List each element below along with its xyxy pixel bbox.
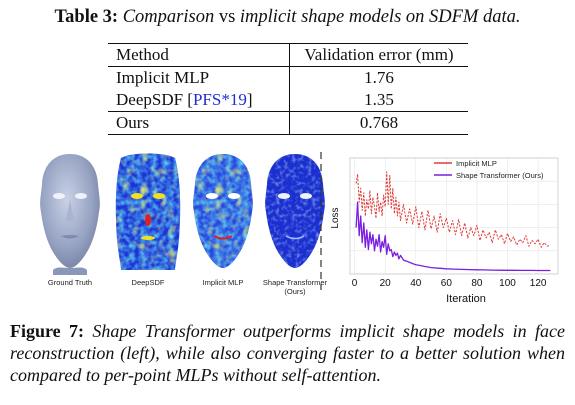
- y-axis-label: Loss: [330, 207, 341, 228]
- face-label-shape-transformer-line1: Shape Transformer: [262, 278, 328, 287]
- table-title-before: Comparison: [122, 7, 215, 27]
- table-header-row: Method Validation error (mm): [108, 43, 468, 67]
- error-cell: 0.768: [359, 113, 399, 132]
- method-cell: Implicit MLP: [108, 66, 290, 89]
- ground-truth-render: [40, 154, 100, 275]
- error-cell: 1.76: [364, 68, 394, 87]
- figure-caption: Figure 7: Shape Transformer outperforms …: [10, 320, 565, 386]
- figure-caption-text: Shape Transformer outperforms implicit s…: [10, 321, 566, 385]
- face-label-implicit-mlp: Implicit MLP: [202, 278, 244, 287]
- figure-label: Figure 7:: [10, 321, 85, 341]
- citation-link[interactable]: PFS*19: [192, 90, 247, 109]
- implicit-mlp-error-map: [193, 154, 253, 268]
- x-tick-label: 20: [380, 278, 392, 289]
- chart-ticks: 0 20 40 60 80 100 120: [352, 278, 547, 289]
- header-validation-error: Validation error (mm): [304, 45, 454, 64]
- figure-divider: [320, 152, 322, 290]
- method-name: Ours: [116, 113, 150, 132]
- table-title-after: implicit shape models on SDFM data.: [239, 7, 521, 27]
- table-row: Implicit MLP 1.76: [108, 66, 468, 89]
- x-axis-label: Iteration: [446, 293, 486, 305]
- table-row: Ours 0.768: [108, 111, 468, 135]
- x-tick-label: 40: [410, 278, 422, 289]
- shape-transformer-error-map: [265, 154, 325, 268]
- x-tick-label: 100: [499, 278, 516, 289]
- method-cell: Ours: [108, 111, 290, 135]
- shape-transformer-face: Shape Transformer (Ours): [260, 150, 330, 300]
- legend-label-implicit-mlp: Implicit MLP: [456, 159, 497, 168]
- series-line-shape-transformer: [355, 201, 551, 272]
- chart-legend: Implicit MLP Shape Transformer (Ours): [434, 159, 544, 180]
- series-line-implicit-mlp: [355, 171, 551, 248]
- x-tick-label: 120: [530, 278, 547, 289]
- face-label-ground-truth: Ground Truth: [47, 278, 93, 287]
- error-cell: 1.35: [364, 90, 394, 109]
- ground-truth-face: Ground Truth: [35, 150, 105, 300]
- chart-series: [355, 171, 551, 272]
- legend-label-shape-transformer: Shape Transformer (Ours): [456, 171, 544, 180]
- x-tick-label: 0: [352, 278, 358, 289]
- method-cell: DeepSDF [PFS*19]: [108, 89, 290, 112]
- table-title-vs: vs: [214, 7, 240, 27]
- method-name: Implicit MLP: [116, 68, 210, 87]
- table-caption: Table 3: Comparison vs implicit shape mo…: [0, 6, 575, 28]
- method-name-end: ]: [246, 90, 253, 109]
- table-row: DeepSDF [PFS*19] 1.35: [108, 89, 468, 112]
- deepsdf-error-map: [115, 153, 181, 270]
- plot-frame: [349, 157, 559, 275]
- chart-axes: [349, 157, 559, 275]
- face-label-deepsdf: DeepSDF: [131, 278, 165, 287]
- table-label: Table 3:: [54, 7, 119, 27]
- face-reconstructions: Ground Truth DeepSDF: [35, 150, 330, 300]
- face-label-shape-transformer-line2: (Ours): [284, 287, 306, 296]
- loss-chart: 0 20 40 60 80 100 120 Iteration Loss Implicit …: [330, 157, 559, 305]
- x-tick-label: 60: [441, 278, 453, 289]
- comparison-table: Method Validation error (mm) Implicit ML…: [108, 43, 468, 135]
- deepsdf-face: DeepSDF: [113, 150, 183, 300]
- face-label-shape-transformer: Shape Transformer (Ours): [248, 278, 342, 296]
- header-method: Method: [108, 43, 290, 67]
- implicit-mlp-face: Implicit MLP: [188, 150, 258, 300]
- method-name: DeepSDF [: [116, 90, 193, 109]
- x-tick-label: 80: [471, 278, 483, 289]
